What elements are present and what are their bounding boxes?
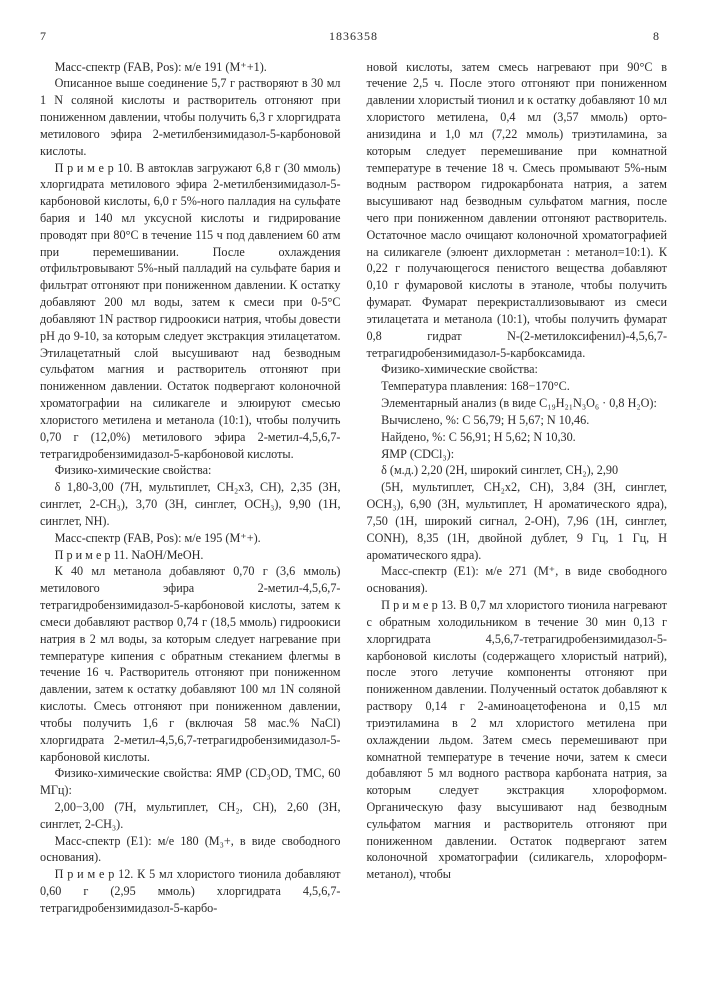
body-text: Масс-спектр (FAB, Pos): м/е 195 (M⁺+). [40, 530, 341, 547]
body-text: П р и м е р 12. К 5 мл хлористого тионил… [40, 866, 341, 916]
page-number-left: 7 [40, 28, 54, 45]
body-text: Описанное выше соединение 5,7 г растворя… [40, 75, 341, 159]
body-text: Элементарный анализ (в виде C₁₉H₂₁N₃O₆ ·… [367, 395, 668, 412]
body-text: Физико-химические свойства: [40, 462, 341, 479]
text-columns: Масс-спектр (FAB, Pos): м/е 191 (M⁺+1). … [40, 59, 667, 917]
body-text: П р и м е р 13. В 0,7 мл хлористого тион… [367, 597, 668, 883]
body-text: ЯМР (CDCl₃): [367, 446, 668, 463]
body-text: П р и м е р 10. В автоклав загружают 6,8… [40, 160, 341, 463]
body-text: Масс-спектр (FAB, Pos): м/е 191 (M⁺+1). [40, 59, 341, 76]
body-text: Физико-химические свойства: ЯМР (CD₃OD, … [40, 765, 341, 799]
body-text: Вычислено, %: С 56,79; Н 5,67; N 10,46. [367, 412, 668, 429]
body-text: П р и м е р 11. NaOH/MeOH. [40, 547, 341, 564]
right-column: новой кислоты, затем смесь нагревают при… [367, 59, 668, 917]
body-text: Найдено, %: С 56,91; Н 5,62; N 10,30. [367, 429, 668, 446]
body-text: δ 1,80-3,00 (7H, мультиплет, CH₂x3, CH),… [40, 479, 341, 529]
body-text: Масс-спектр (E1): м/е 271 (M⁺, в виде св… [367, 563, 668, 597]
body-text: Температура плавления: 168−170°С. [367, 378, 668, 395]
body-text: Физико-химические свойства: [367, 361, 668, 378]
body-text: 2,00−3,00 (7H, мультиплет, CH₂, CH), 2,6… [40, 799, 341, 833]
body-text: δ (м.д.) 2,20 (2H, широкий синглет, CH₂)… [367, 462, 668, 479]
page-number-right: 8 [653, 28, 667, 45]
page-header: 7 1836358 8 [40, 28, 667, 45]
left-column: Масс-спектр (FAB, Pos): м/е 191 (M⁺+1). … [40, 59, 341, 917]
body-text: (5H, мультиплет, CH₂x2, CH), 3,84 (3H, с… [367, 479, 668, 563]
body-text: К 40 мл метанола добавляют 0,70 г (3,6 м… [40, 563, 341, 765]
body-text: Масс-спектр (E1): м/е 180 (M₃+, в виде с… [40, 833, 341, 867]
document-number: 1836358 [54, 28, 653, 45]
body-text: новой кислоты, затем смесь нагревают при… [367, 59, 668, 362]
